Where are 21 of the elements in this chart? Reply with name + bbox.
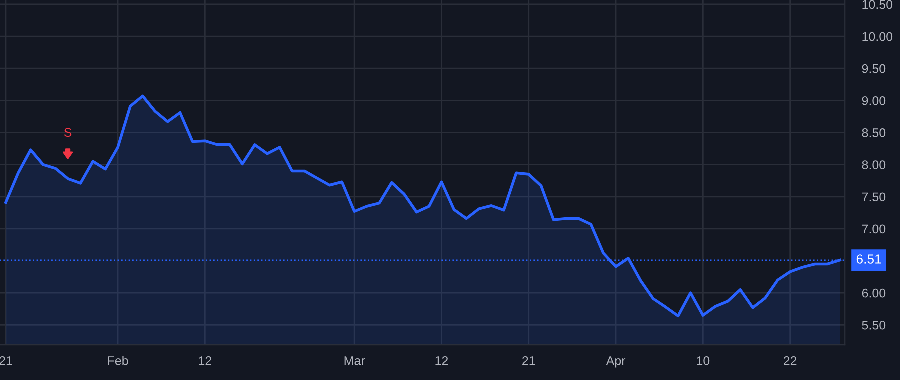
- x-tick-label: Feb: [108, 356, 128, 366]
- x-tick-label: 10: [697, 356, 710, 366]
- ref-line-label: 6.51: [856, 254, 882, 264]
- y-tick-label: 9.50: [862, 64, 886, 74]
- y-tick-label: 6.00: [862, 288, 886, 298]
- y-tick-label: 7.00: [862, 224, 886, 234]
- x-tick-label: 22: [784, 356, 797, 366]
- x-tick-label: Apr: [606, 356, 626, 368]
- x-tick-label: Mar: [344, 356, 366, 366]
- y-tick-label: 9.00: [862, 96, 886, 106]
- y-tick-label: 5.50: [862, 320, 886, 330]
- x-tick-label: 21: [0, 356, 12, 366]
- x-tick-label: 21: [522, 356, 536, 366]
- y-tick-label: 7.50: [862, 192, 886, 202]
- y-tick-label: 10.50: [862, 0, 893, 10]
- annotation: S: [64, 128, 72, 138]
- y-tick-label: 8.00: [862, 160, 886, 170]
- y-tick-label: 10.00: [862, 32, 893, 42]
- x-tick-label: 12: [436, 356, 448, 366]
- x-tick-label: 12: [199, 356, 212, 366]
- y-tick-label: 8.50: [862, 128, 886, 138]
